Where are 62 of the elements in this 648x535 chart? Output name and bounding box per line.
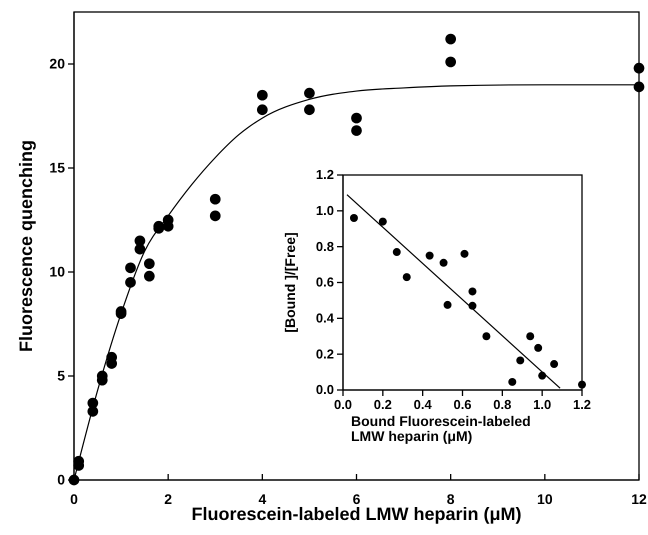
y-tick-label: 0.0 (316, 382, 334, 398)
point (445, 34, 456, 44)
point (516, 356, 524, 364)
point (578, 380, 586, 389)
y-tick-label: 1.0 (316, 202, 334, 218)
point (351, 112, 362, 124)
x-tick-label: 0.2 (374, 397, 392, 412)
point (210, 210, 221, 222)
point (445, 56, 456, 68)
x-axis-title: Bound Fluorescein-labeled LMW heparin (μM) (351, 413, 531, 444)
point (468, 287, 476, 296)
y-tick-label: 10 (49, 263, 66, 280)
point (144, 270, 155, 282)
y-axis-title: [Bound ]/[Free] (282, 232, 298, 333)
x-tick-label: 2 (164, 490, 172, 507)
point (144, 258, 155, 270)
point (256, 104, 268, 116)
point (440, 258, 448, 267)
y-tick-label: 15 (49, 159, 66, 176)
point (304, 88, 315, 98)
x-tick-label: 0.6 (453, 397, 472, 412)
y-axis-title: Fluorescence quenching (16, 140, 36, 352)
point (550, 360, 558, 368)
point (634, 62, 644, 74)
point (482, 332, 490, 340)
point (526, 332, 534, 340)
y-tick-label: 20 (49, 55, 66, 72)
x-tick-label: 8 (446, 490, 455, 507)
x-tick-label: 0.4 (414, 397, 432, 412)
y-tick-label: 5 (57, 367, 66, 384)
point (534, 344, 542, 352)
point (304, 104, 315, 116)
point (426, 252, 434, 260)
y-tick-label: 0.2 (316, 346, 334, 362)
x-tick-label: 6 (352, 490, 361, 507)
point (134, 235, 146, 246)
point (402, 273, 411, 282)
point (634, 82, 644, 92)
point (125, 262, 136, 274)
point (351, 125, 362, 136)
x-axis-title: Fluorescein-labeled LMW heparin (μM) (191, 504, 522, 524)
y-tick-label: 0 (57, 471, 66, 488)
point (210, 194, 221, 205)
point (378, 218, 387, 226)
y-tick-label: 1.2 (316, 167, 334, 182)
y-tick-label: 0.8 (316, 238, 334, 254)
x-tick-label: 4 (258, 490, 266, 507)
x-tick-label: 10 (537, 490, 553, 507)
point (460, 250, 468, 258)
point (508, 378, 516, 386)
x-tick-label: 0.0 (334, 397, 352, 412)
x-tick-label: 12 (631, 490, 647, 507)
x-tick-label: 0 (70, 490, 78, 507)
point (444, 300, 452, 309)
y-tick-label: 0.4 (316, 310, 335, 326)
point (392, 248, 401, 256)
x-tick-label: 1.2 (572, 397, 592, 412)
x-tick-label: 0.8 (493, 397, 512, 412)
y-tick-label: 0.6 (316, 274, 334, 290)
x-tick-label: 1.0 (533, 397, 552, 412)
point (256, 90, 268, 101)
point (350, 214, 358, 222)
